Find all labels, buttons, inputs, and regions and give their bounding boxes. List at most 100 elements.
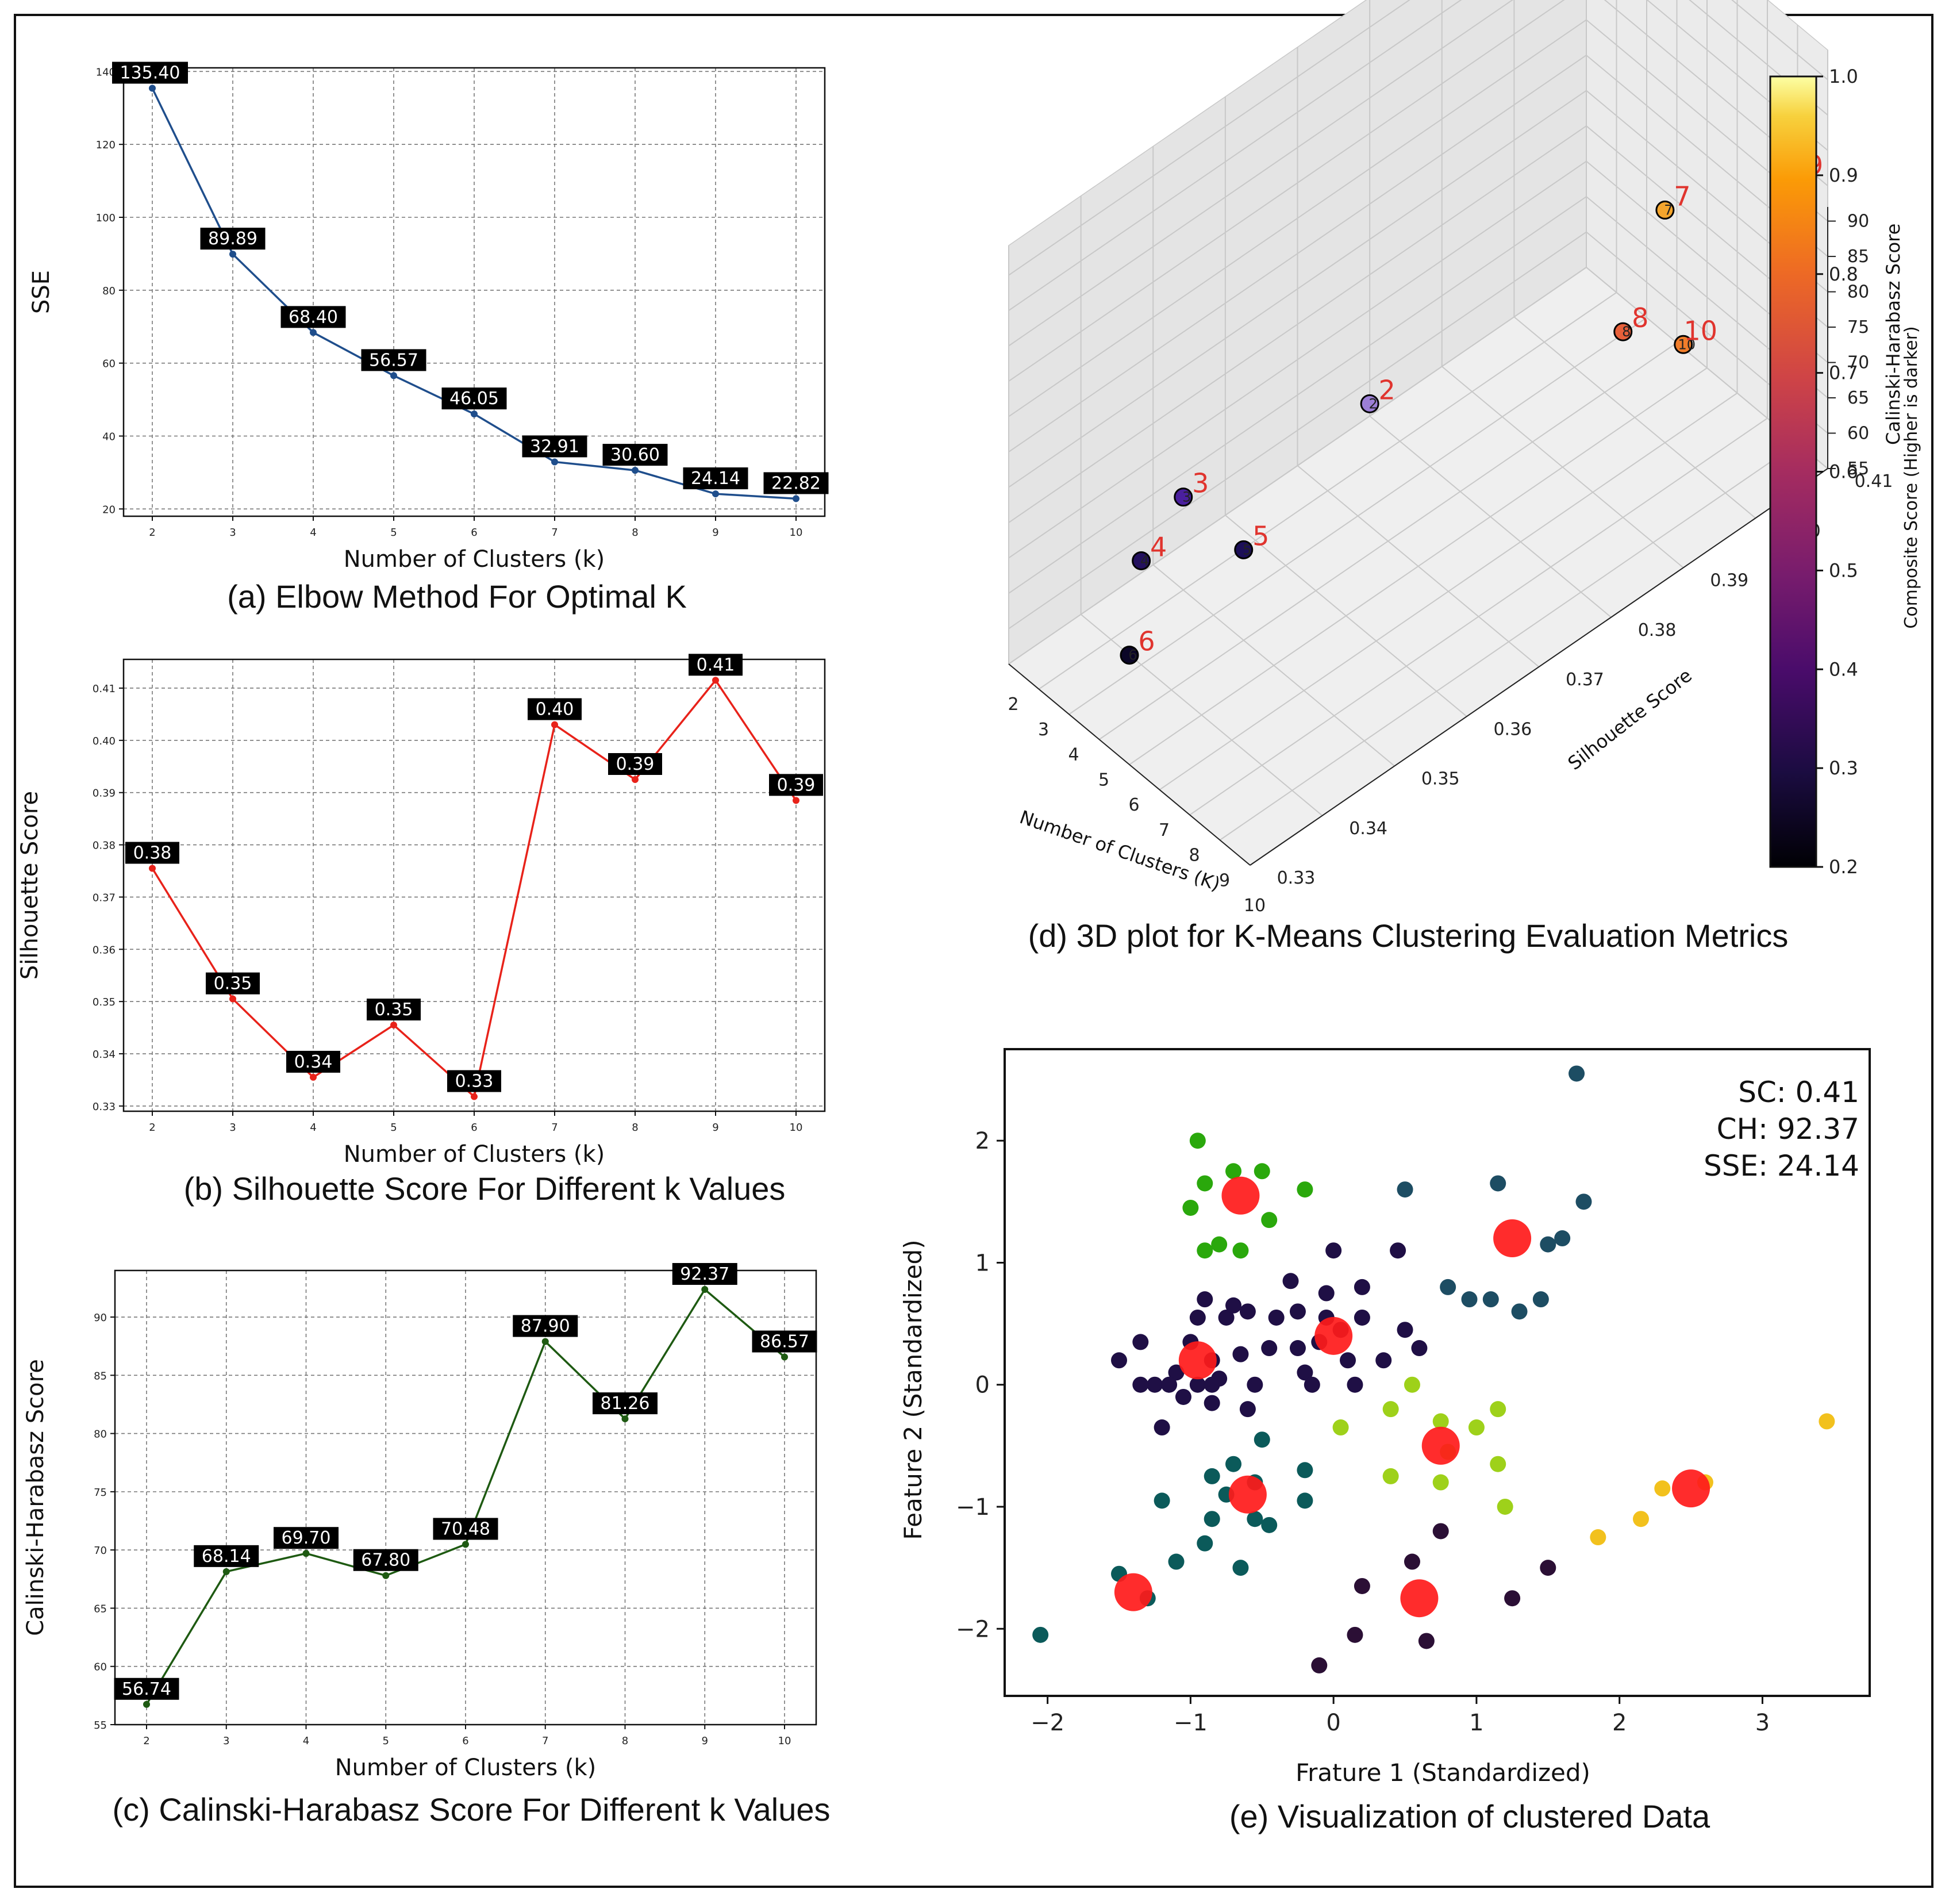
- data-label: 92.37: [680, 1264, 729, 1284]
- data-point-c4: [1490, 1175, 1506, 1192]
- data-point: [632, 467, 639, 474]
- data-point-c1: [1168, 1364, 1185, 1381]
- x-tick-label: 3: [229, 1122, 236, 1134]
- x-tick-label: 3: [229, 527, 236, 539]
- grid-left-z: [1008, 160, 1587, 559]
- x-tick-label: 0: [1326, 1710, 1340, 1736]
- y-tick-label: 1: [975, 1250, 990, 1276]
- colorbar-tick-label: 0.9: [1829, 164, 1858, 186]
- data-point-c1: [1189, 1309, 1206, 1326]
- axis-s: [1250, 468, 1828, 866]
- y-tick-label: 70: [94, 1545, 107, 1557]
- colorbar-tick-label: 0.2: [1829, 856, 1858, 878]
- centroid: [1314, 1316, 1353, 1355]
- data-point-c6: [1418, 1633, 1435, 1649]
- grid-floor-s: [1080, 613, 1323, 816]
- y-tick-label: 2: [975, 1128, 990, 1154]
- x-tick-label: 2: [1612, 1710, 1627, 1736]
- data-point-c4: [1575, 1193, 1592, 1210]
- data-point-c1: [1325, 1242, 1342, 1259]
- data-label-box: [672, 1263, 737, 1285]
- y-tick-label: −2: [956, 1616, 990, 1642]
- z-tick-label: 75: [1847, 317, 1869, 337]
- data-point-c7: [1654, 1480, 1671, 1497]
- data-label-box: [763, 472, 829, 494]
- data-label-box: [752, 1330, 817, 1353]
- data-point-c1: [1154, 1419, 1170, 1436]
- x-tick-label: 5: [390, 1122, 397, 1134]
- data-point-c1: [1225, 1297, 1242, 1314]
- point-large-label: 6: [1138, 626, 1155, 657]
- y-tick-label: 0.36: [93, 944, 116, 956]
- data-point-c3: [1197, 1535, 1213, 1552]
- caption-silhouette: (b) Silhouette Score For Different k Val…: [183, 1170, 786, 1207]
- k-tick-label: 3: [1038, 720, 1049, 740]
- s-tick-label: 0.33: [1277, 868, 1316, 888]
- data-label-box: [361, 349, 426, 371]
- data-point-c2: [1297, 1181, 1313, 1198]
- data-point-c1: [1375, 1352, 1392, 1369]
- y-tick-label: 60: [102, 358, 116, 370]
- data-label: 0.39: [777, 775, 816, 795]
- data-point: [310, 1073, 317, 1081]
- y-tick-label: 85: [94, 1370, 107, 1382]
- data-point-c6: [1540, 1560, 1556, 1576]
- y-tick-label: 90: [94, 1312, 107, 1324]
- point-large-label: 4: [1150, 531, 1167, 562]
- x-tick-label: 6: [471, 527, 477, 539]
- grid-back-z: [1731, 0, 1828, 80]
- x-tick-label: 3: [1755, 1710, 1770, 1736]
- data-label-box: [367, 999, 421, 1021]
- x-tick-label: 6: [462, 1735, 468, 1747]
- point-3d: [1120, 646, 1139, 665]
- data-point-c3: [1225, 1456, 1242, 1472]
- data-point-c2: [1182, 1199, 1199, 1216]
- data-point-c7: [1632, 1511, 1649, 1527]
- s-tick-label: 0.41: [1855, 471, 1893, 492]
- data-point-c1: [1147, 1376, 1163, 1393]
- grid-left-z: [1008, 0, 1462, 311]
- x-tick-label: 2: [143, 1735, 149, 1747]
- x-tick-label: 7: [551, 527, 558, 539]
- data-label-box: [602, 444, 668, 466]
- point-small-label: 10: [1678, 336, 1696, 352]
- k-tick-label: 2: [1008, 694, 1018, 715]
- point-large-label: 10: [1683, 315, 1717, 346]
- data-label: 81.26: [601, 1394, 650, 1414]
- data-label-box: [353, 1549, 418, 1571]
- data-point-c2: [1261, 1212, 1278, 1229]
- data-point-c6: [1504, 1590, 1521, 1607]
- data-point: [302, 1550, 310, 1557]
- data-point-c1: [1354, 1279, 1370, 1295]
- data-point-c1: [1132, 1334, 1149, 1350]
- data-point-c3: [1254, 1431, 1270, 1448]
- y-tick-label: 0.35: [93, 996, 116, 1008]
- y-tick-label: 0.40: [93, 735, 116, 747]
- data-point: [551, 458, 558, 466]
- centroid: [1493, 1219, 1532, 1258]
- data-label-box: [689, 654, 743, 676]
- data-label-box: [513, 1315, 578, 1337]
- data-point-c5: [1332, 1419, 1349, 1436]
- data-point-c6: [1432, 1523, 1449, 1540]
- data-point: [541, 1338, 549, 1345]
- data-point-c4: [1397, 1181, 1413, 1198]
- data-point-c1: [1197, 1291, 1213, 1308]
- data-point-c3: [1232, 1560, 1249, 1576]
- centroid: [1178, 1341, 1217, 1380]
- data-point-c1: [1232, 1346, 1249, 1362]
- grid-left-z: [1008, 231, 1587, 629]
- data-label-box: [125, 842, 179, 864]
- k-tick-label: 5: [1098, 770, 1109, 790]
- data-point-c5: [1404, 1376, 1420, 1393]
- figure-frame: [14, 14, 1933, 1888]
- y-tick-label: 65: [94, 1603, 107, 1615]
- data-point-c2: [1197, 1175, 1213, 1192]
- data-point-c1: [1304, 1376, 1320, 1393]
- point-3d: [1655, 200, 1675, 220]
- x-tick-label: 5: [390, 527, 397, 539]
- x-tick-label: 9: [712, 1122, 718, 1134]
- data-point-c2: [1254, 1163, 1270, 1180]
